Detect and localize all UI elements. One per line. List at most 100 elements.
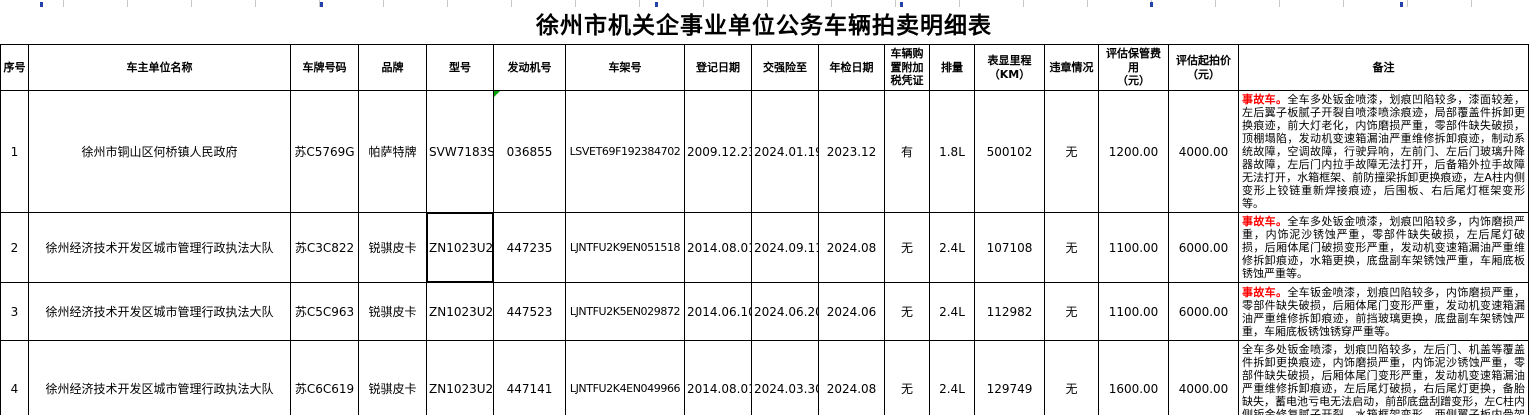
col-header-tax-cert[interactable]: 车辆购 置附加 税凭证 bbox=[884, 44, 930, 91]
cell-start-price[interactable]: 6000.00 bbox=[1168, 212, 1239, 283]
cell-insurance-to[interactable]: 2024.06.20 bbox=[751, 282, 819, 341]
cell-mileage[interactable]: 107108 bbox=[974, 212, 1045, 283]
cell-storage-fee[interactable]: 1200.00 bbox=[1098, 90, 1169, 213]
cell-plate[interactable]: 苏C5C963 bbox=[290, 282, 359, 341]
cell-insurance-to[interactable]: 2024.01.19 bbox=[751, 90, 819, 213]
cell-remark[interactable]: 全车多处钣金喷漆，划痕凹陷较多，左后门、机盖等覆盖件拆卸更换痕迹，内饰磨损严重，… bbox=[1238, 340, 1529, 415]
cell-mileage[interactable]: 500102 bbox=[974, 90, 1045, 213]
cell-displacement[interactable]: 2.4L bbox=[929, 212, 975, 283]
col-header-model[interactable]: 型号 bbox=[426, 44, 494, 91]
cell-plate[interactable]: 苏C6C619 bbox=[290, 340, 359, 415]
cell-start-price[interactable]: 4000.00 bbox=[1168, 90, 1239, 213]
cell-plate[interactable]: 苏C5769G bbox=[290, 90, 359, 213]
cell-model[interactable]: ZN1023U2N4 bbox=[426, 282, 494, 341]
cell-insurance-to[interactable]: 2024.09.11 bbox=[751, 212, 819, 283]
cell-model-active[interactable]: ZN1023U2N4 bbox=[426, 212, 494, 283]
cell-model[interactable]: ZN1023U2N4 bbox=[426, 340, 494, 415]
cell-vin[interactable]: LSVET69F192384702 bbox=[565, 90, 685, 213]
cell-brand[interactable]: 锐骐皮卡 bbox=[358, 340, 427, 415]
cell-tax-cert[interactable]: 有 bbox=[884, 90, 930, 213]
cell-engine[interactable]: 447235 bbox=[493, 212, 566, 283]
cell-remark[interactable]: 事故车。全车多处钣金喷漆，划痕凹陷较多，内饰磨损严重，内饰泥沙锈蚀严重，零部件缺… bbox=[1238, 212, 1529, 283]
cell-displacement[interactable]: 2.4L bbox=[929, 340, 975, 415]
col-header-insurance-to[interactable]: 交强险至 bbox=[751, 44, 819, 91]
clipped-cell-mark bbox=[320, 2, 323, 7]
cell-storage-fee[interactable]: 1600.00 bbox=[1098, 340, 1169, 415]
col-header-start-price[interactable]: 评估起拍价 （元） bbox=[1168, 44, 1239, 91]
cell-reg-date[interactable]: 2014.08.01 bbox=[684, 340, 752, 415]
cell-seq[interactable]: 1 bbox=[0, 90, 29, 213]
remark-text: 全车多处钣金喷漆，划痕凹陷较多，内饰磨损严重，内饰泥沙锈蚀严重，零部件缺失破损，… bbox=[1242, 215, 1526, 280]
cell-reg-date[interactable]: 2014.08.01 bbox=[684, 212, 752, 283]
cell-owner[interactable]: 徐州经济技术开发区城市管理行政执法大队 bbox=[28, 282, 291, 341]
cell-reg-date[interactable]: 2014.06.10 bbox=[684, 282, 752, 341]
cell-tax-cert[interactable]: 无 bbox=[884, 340, 930, 415]
cell-inspection[interactable]: 2024.06 bbox=[818, 282, 885, 341]
cell-remark[interactable]: 事故车。全车钣金喷漆，划痕凹陷较多，内饰磨损严重，零部件缺失破损，后厢体尾门变形… bbox=[1238, 282, 1529, 341]
cell-start-price[interactable]: 4000.00 bbox=[1168, 340, 1239, 415]
cell-violation[interactable]: 无 bbox=[1044, 340, 1099, 415]
cell-inspection[interactable]: 2023.12 bbox=[818, 90, 885, 213]
cell-error-indicator-icon bbox=[494, 91, 500, 97]
cell-start-price[interactable]: 6000.00 bbox=[1168, 282, 1239, 341]
cell-vin[interactable]: LJNTFU2K5EN029872 bbox=[565, 282, 685, 341]
cell-model[interactable]: SVW7183SJD bbox=[426, 90, 494, 213]
col-header-engine[interactable]: 发动机号 bbox=[493, 44, 566, 91]
cell-violation[interactable]: 无 bbox=[1044, 212, 1099, 283]
accident-flag: 事故车。 bbox=[1242, 93, 1288, 106]
cell-seq[interactable]: 4 bbox=[0, 340, 29, 415]
cell-brand[interactable]: 锐骐皮卡 bbox=[358, 282, 427, 341]
col-header-remark[interactable]: 备注 bbox=[1238, 44, 1529, 91]
header-row: 序号 车主单位名称 车牌号码 品牌 型号 发动机号 车架号 登记日期 交强险至 … bbox=[0, 44, 1529, 91]
cell-owner[interactable]: 徐州市铜山区何桥镇人民政府 bbox=[28, 90, 291, 213]
accident-flag: 事故车。 bbox=[1242, 285, 1288, 299]
cell-brand[interactable]: 帕萨特牌 bbox=[358, 90, 427, 213]
cell-mileage[interactable]: 112982 bbox=[974, 282, 1045, 341]
table-row: 3 徐州经济技术开发区城市管理行政执法大队 苏C5C963 锐骐皮卡 ZN102… bbox=[0, 282, 1529, 341]
cell-inspection[interactable]: 2024.08 bbox=[818, 340, 885, 415]
cell-owner[interactable]: 徐州经济技术开发区城市管理行政执法大队 bbox=[28, 340, 291, 415]
cell-engine[interactable]: 447523 bbox=[493, 282, 566, 341]
cell-inspection[interactable]: 2024.08 bbox=[818, 212, 885, 283]
col-header-reg-date[interactable]: 登记日期 bbox=[684, 44, 752, 91]
cell-engine[interactable]: 036855 bbox=[493, 90, 566, 213]
cell-vin[interactable]: LJNTFU2K9EN051518 bbox=[565, 212, 685, 283]
cell-plate[interactable]: 苏C3C822 bbox=[290, 212, 359, 283]
remark-text: 全车钣金喷漆，划痕凹陷较多，内饰磨损严重，零部件缺失破损，后厢体尾门变形严重，发… bbox=[1242, 285, 1526, 338]
cell-owner[interactable]: 徐州经济技术开发区城市管理行政执法大队 bbox=[28, 212, 291, 283]
col-header-violation[interactable]: 违章情况 bbox=[1044, 44, 1099, 91]
cell-displacement[interactable]: 1.8L bbox=[929, 90, 975, 213]
cell-tax-cert[interactable]: 无 bbox=[884, 282, 930, 341]
cell-seq[interactable]: 3 bbox=[0, 282, 29, 341]
col-header-vin[interactable]: 车架号 bbox=[565, 44, 685, 91]
col-header-inspection[interactable]: 年检日期 bbox=[818, 44, 885, 91]
table-row: 4 徐州经济技术开发区城市管理行政执法大队 苏C6C619 锐骐皮卡 ZN102… bbox=[0, 340, 1529, 415]
col-header-brand[interactable]: 品牌 bbox=[358, 44, 427, 91]
cell-vin[interactable]: LJNTFU2K4EN049966 bbox=[565, 340, 685, 415]
cell-remark[interactable]: 事故车。全车多处钣金喷漆，划痕凹陷较多，漆面较差，左后翼子板腻子开裂自喷漆喷涂痕… bbox=[1238, 90, 1529, 213]
cell-engine[interactable]: 447141 bbox=[493, 340, 566, 415]
col-header-owner[interactable]: 车主单位名称 bbox=[28, 44, 291, 91]
cell-storage-fee[interactable]: 1100.00 bbox=[1098, 212, 1169, 283]
col-header-seq[interactable]: 序号 bbox=[0, 44, 29, 91]
table-row: 2 徐州经济技术开发区城市管理行政执法大队 苏C3C822 锐骐皮卡 ZN102… bbox=[0, 212, 1529, 283]
col-header-storage-fee[interactable]: 评估保管费用 （元） bbox=[1098, 44, 1169, 91]
cell-violation[interactable]: 无 bbox=[1044, 90, 1099, 213]
cell-storage-fee[interactable]: 1100.00 bbox=[1098, 282, 1169, 341]
cell-reg-date[interactable]: 2009.12.23 bbox=[684, 90, 752, 213]
remark-text: 全车多处钣金喷漆，划痕凹陷较多，左后门、机盖等覆盖件拆卸更换痕迹，内饰磨损严重，… bbox=[1242, 343, 1525, 415]
cell-tax-cert[interactable]: 无 bbox=[884, 212, 930, 283]
table-row: 1 徐州市铜山区何桥镇人民政府 苏C5769G 帕萨特牌 SVW7183SJD … bbox=[0, 90, 1529, 213]
col-header-mileage[interactable]: 表显里程 （KM） bbox=[974, 44, 1045, 91]
col-header-plate[interactable]: 车牌号码 bbox=[290, 44, 359, 91]
cell-violation[interactable]: 无 bbox=[1044, 282, 1099, 341]
cell-seq[interactable]: 2 bbox=[0, 212, 29, 283]
clipped-cell-mark bbox=[655, 2, 658, 7]
cell-insurance-to[interactable]: 2024.03.30 bbox=[751, 340, 819, 415]
cell-brand[interactable]: 锐骐皮卡 bbox=[358, 212, 427, 283]
cell-displacement[interactable]: 2.4L bbox=[929, 282, 975, 341]
cell-mileage[interactable]: 129749 bbox=[974, 340, 1045, 415]
col-header-displacement[interactable]: 排量 bbox=[929, 44, 975, 91]
page-title: 徐州市机关企事业单位公务车辆拍卖明细表 bbox=[536, 12, 992, 39]
